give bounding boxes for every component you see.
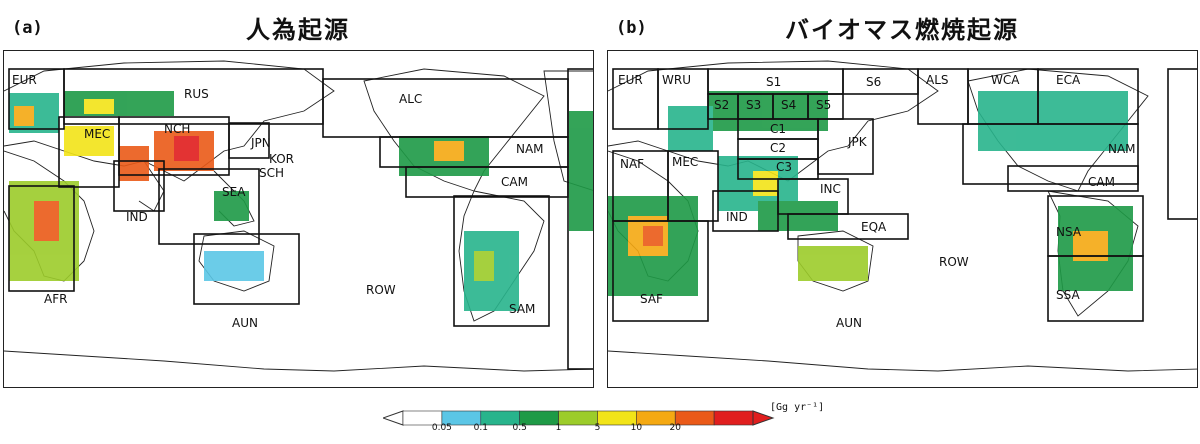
region-label: C2 [770, 141, 786, 155]
region-label: EUR [618, 73, 643, 87]
panel-anthropogenic: (a) 人為起源 [0, 0, 596, 400]
colorbar-arrow-high [752, 410, 775, 426]
region-label: CAM [501, 175, 528, 189]
panel-a-title: 人為起源 [246, 16, 350, 44]
region-label: SAM [509, 302, 535, 316]
colorbar-tick-label: 0.05 [431, 423, 452, 433]
region-label: S3 [746, 98, 761, 112]
region-label: RUS [184, 87, 209, 101]
region-label: WRU [662, 73, 691, 87]
region-label: WCA [991, 73, 1020, 87]
region-label: CAM [1088, 175, 1115, 189]
colorbar-arrow-low [383, 410, 404, 426]
panel-a-tag: (a) [12, 18, 43, 38]
region-label: AFR [44, 292, 67, 306]
map-a: EUR RUS ALC MEC NCH JPN KOR SCH NAM IND … [3, 50, 594, 388]
panel-biomass-burning: (b) バイオマス燃焼起源 [604, 0, 1200, 400]
region-label: ECA [1056, 73, 1081, 87]
region-label: S2 [714, 98, 729, 112]
colorbar-tick-label: 5 [594, 423, 601, 433]
region-label: MEC [672, 155, 698, 169]
colorbar-tick-label: 20 [669, 423, 681, 433]
region-label: S4 [781, 98, 796, 112]
region-label: ALS [926, 73, 949, 87]
colorbar-segment [674, 410, 715, 426]
region-label: IND [726, 210, 748, 224]
panel-b-tag: (b) [616, 18, 647, 38]
region-label: NCH [164, 122, 190, 136]
colorbar-segment [558, 410, 598, 426]
region-label: SAF [640, 292, 663, 306]
colorbar-tick-label: 0.1 [473, 423, 488, 433]
region-label: S6 [866, 75, 881, 89]
region-label: MEC [84, 127, 110, 141]
colorbar [383, 410, 775, 426]
region-label: IND [126, 210, 148, 224]
region-label: EUR [12, 73, 37, 87]
region-label: NSA [1056, 225, 1082, 239]
region-label: AUN [232, 316, 258, 330]
region-label: NAM [516, 142, 544, 156]
region-label: SCH [259, 166, 284, 180]
region-label: S1 [766, 75, 781, 89]
region-label: JPK [847, 135, 868, 149]
region-label: INC [820, 182, 841, 196]
colorbar-tick-label: 0.5 [512, 423, 527, 433]
colorbar-tick-label: 1 [555, 423, 562, 433]
region-label: EQA [861, 220, 887, 234]
region-label: C3 [776, 160, 792, 174]
panel-b-title: バイオマス燃焼起源 [785, 16, 1019, 44]
region-label: AUN [836, 316, 862, 330]
colorbar-tick-label: 10 [630, 423, 643, 433]
region-label: NAF [620, 157, 644, 171]
region-label: JPN [250, 136, 271, 150]
region-label: KOR [269, 152, 294, 166]
region-label: NAM [1108, 142, 1136, 156]
region-label: ROW [939, 255, 969, 269]
region-label: C1 [770, 122, 786, 136]
region-label: S5 [816, 98, 831, 112]
region-label: SSA [1056, 288, 1080, 302]
map-b: EUR WRU S1 S6 ALS WCA ECA S2 S3 S4 S5 C1… [607, 50, 1198, 388]
region-label: ROW [366, 283, 396, 297]
colorbar-segment [713, 410, 754, 426]
region-label: SEA [222, 185, 246, 199]
colorbar-unit: [Gg yr⁻¹] [770, 402, 825, 413]
region-label: ALC [399, 92, 422, 106]
